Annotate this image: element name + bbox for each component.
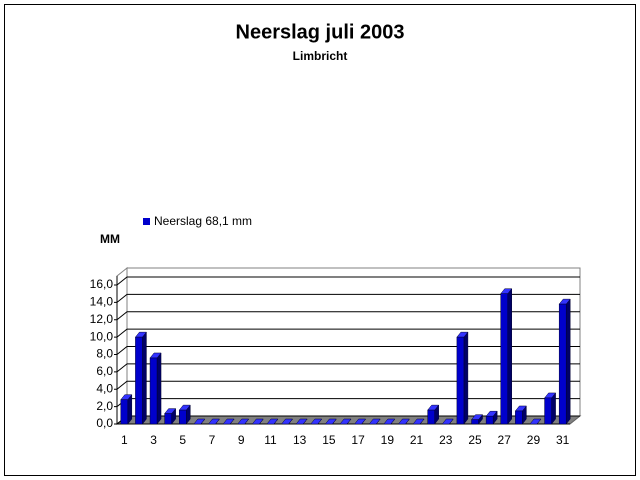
bar-top: [251, 418, 264, 425]
bar-top: [266, 418, 279, 425]
y-tick-label: 8,0: [96, 347, 113, 361]
x-tick-label: 31: [556, 433, 570, 447]
bar-top: [193, 418, 206, 425]
bar-top: [324, 418, 337, 425]
bar-side: [507, 287, 512, 425]
grid-line: [116, 311, 580, 321]
bar: [558, 303, 567, 425]
bar-top: [237, 418, 250, 425]
bar-top: [383, 418, 396, 425]
bar-top: [397, 418, 410, 425]
x-tick-label: 23: [439, 433, 453, 447]
y-axis-label: MM: [100, 232, 120, 246]
bar: [485, 415, 494, 425]
x-tick-label: 27: [498, 433, 512, 447]
grid-line: [116, 363, 580, 373]
x-tick-label: 29: [527, 433, 541, 447]
bar-top: [412, 418, 425, 425]
bar-top: [529, 418, 542, 425]
y-tick-label: 16,0: [90, 277, 114, 291]
bar-top: [310, 418, 323, 425]
y-tick-label: 2,0: [96, 399, 113, 413]
x-tick-label: 11: [264, 433, 277, 447]
bar: [456, 336, 465, 425]
y-tick-label: 10,0: [90, 329, 114, 343]
bar-top: [222, 418, 235, 425]
bar-top: [281, 418, 294, 425]
x-tick-label: 21: [410, 433, 424, 447]
y-tick-label: 12,0: [90, 312, 114, 326]
y-tick-label: 14,0: [90, 295, 114, 309]
bar: [179, 409, 187, 425]
x-tick-label: 7: [209, 433, 216, 447]
x-tick-label: 9: [238, 433, 245, 447]
y-tick-label: 0,0: [96, 416, 113, 430]
bar: [149, 357, 158, 425]
bar-top: [354, 418, 367, 425]
bar-top: [441, 418, 454, 425]
bar-top: [368, 418, 381, 425]
legend-swatch: [143, 218, 150, 225]
x-tick-label: 5: [179, 433, 186, 447]
bar-top: [207, 418, 221, 425]
chart-subtitle: Limbricht: [293, 49, 348, 63]
y-tick-label: 6,0: [96, 364, 113, 378]
x-tick-label: 1: [121, 433, 128, 447]
bar: [544, 397, 552, 425]
bar-side: [551, 392, 556, 425]
x-tick-label: 3: [150, 433, 157, 447]
chart-title: Neerslag juli 2003: [236, 21, 405, 43]
bar: [471, 419, 479, 425]
x-tick-label: 15: [322, 433, 336, 447]
bar-side: [565, 298, 571, 425]
bar: [164, 413, 172, 425]
bar: [135, 336, 143, 425]
bar-top: [295, 418, 308, 425]
bar-side: [463, 331, 469, 425]
x-tick-label: 13: [293, 433, 307, 447]
bar: [515, 410, 523, 425]
bar-side: [156, 352, 162, 425]
grid-line: [116, 276, 580, 286]
grid-line: [116, 328, 580, 338]
grid-line: [116, 346, 580, 355]
y-tick-label: 4,0: [96, 381, 113, 395]
bar: [120, 399, 129, 425]
legend-label: Neerslag 68,1 mm: [154, 214, 252, 228]
grid-line: [116, 380, 580, 390]
back-wall: [126, 267, 581, 417]
bar-top: [339, 418, 352, 425]
bar-side: [142, 331, 147, 425]
x-tick-label: 17: [351, 433, 365, 447]
x-tick-label: 25: [468, 433, 482, 447]
x-tick-label: 19: [381, 433, 395, 447]
grid-line: [116, 293, 580, 303]
bar: [500, 293, 508, 425]
bar: [427, 409, 435, 425]
